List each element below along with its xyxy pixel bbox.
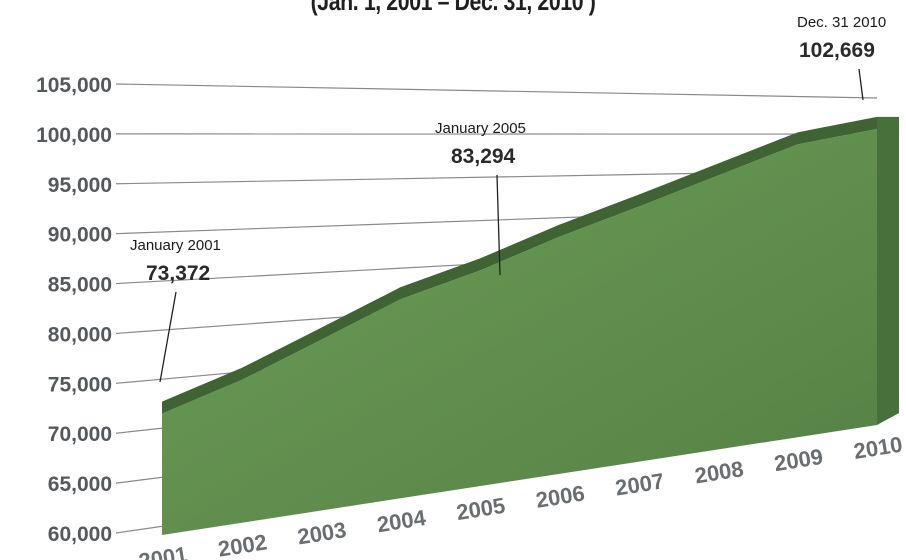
y-tick-label: 95,000	[48, 174, 112, 197]
x-tick-label: 2010	[852, 432, 904, 464]
annotation-date: Dec. 31 2010	[797, 14, 886, 31]
area-series	[162, 116, 899, 535]
annotation-leader	[159, 291, 177, 383]
x-tick-label: 2005	[455, 493, 507, 525]
x-tick-label: 2003	[296, 517, 348, 549]
x-tick-label: 2007	[614, 468, 666, 500]
y-tick-label: 70,000	[48, 423, 112, 446]
annotation-date: January 2005	[435, 120, 526, 137]
y-tick-label: 85,000	[48, 274, 112, 297]
area-right-side	[877, 116, 899, 426]
area-front	[162, 128, 877, 535]
gridline	[115, 83, 878, 99]
annotation-leader	[496, 174, 501, 276]
annotations: January 2001 73,372 January 2005 83,294 Dec.…	[130, 14, 886, 383]
y-tick-label: 105,000	[36, 74, 112, 97]
x-tick-label: 2001	[137, 542, 189, 560]
annotation-value: 83,294	[451, 145, 516, 168]
x-tick-label: 2004	[375, 505, 428, 537]
x-tick-label: 2006	[534, 480, 586, 512]
annotation-value: 73,372	[146, 262, 210, 285]
annotation-leader	[858, 68, 864, 101]
chart-subtitle: (Jan. 1, 2001 – Dec. 31, 2010 )	[310, 0, 596, 16]
y-axis-ticks: 105,000 100,000 95,000 90,000 85,000 80,000 75…	[36, 74, 112, 546]
y-tick-label: 100,000	[36, 124, 112, 147]
y-tick-label: 65,000	[48, 473, 112, 496]
x-tick-label: 2002	[216, 529, 268, 560]
x-tick-label: 2008	[693, 456, 745, 488]
x-axis-ticks: 2001 2002 2003 2004 2005 2006 2007 2008 2009 2010	[137, 432, 904, 560]
y-tick-label: 90,000	[48, 224, 112, 247]
y-tick-label: 75,000	[48, 373, 112, 396]
annotation-value: 102,669	[799, 39, 875, 62]
annotation-date: January 2001	[130, 237, 221, 254]
y-tick-label: 60,000	[48, 523, 112, 546]
y-tick-label: 80,000	[48, 323, 112, 346]
x-tick-label: 2009	[772, 444, 824, 476]
